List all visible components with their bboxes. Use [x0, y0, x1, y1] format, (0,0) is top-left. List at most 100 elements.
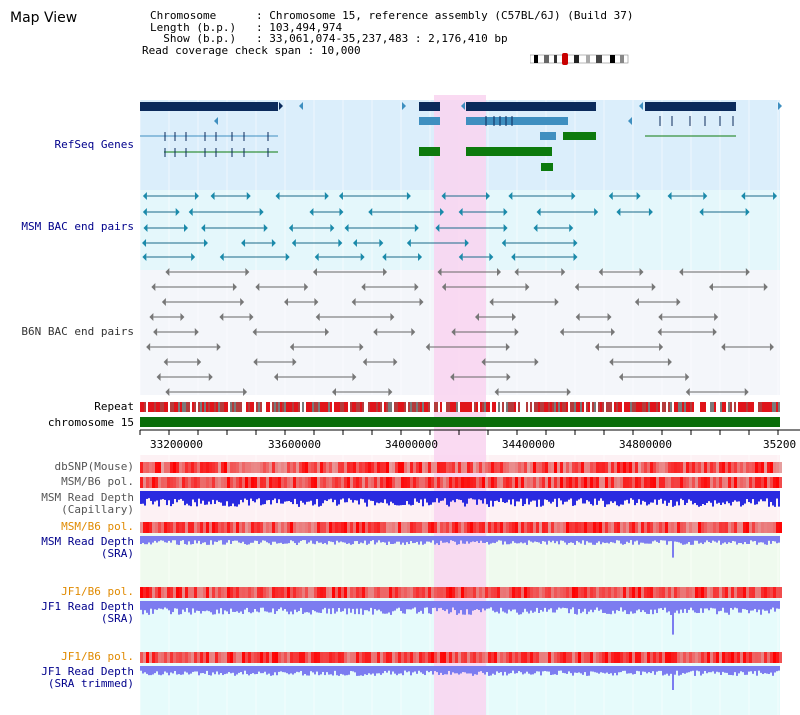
polymorphism-cell: [476, 477, 479, 488]
label-refseq-genes[interactable]: RefSeq Genes: [54, 138, 134, 151]
polymorphism-cell: [758, 652, 761, 663]
repeat-segment: [406, 402, 408, 412]
repeat-segment: [448, 402, 450, 412]
read-depth-bar: [370, 666, 372, 675]
strand-arrow: [219, 313, 224, 321]
label-b6n-bac-end-pairs[interactable]: B6N BAC end pairs: [21, 325, 134, 338]
repeat-segment: [482, 402, 484, 412]
read-depth-bar: [322, 536, 324, 544]
read-depth-bar: [334, 536, 336, 545]
repeat-segment: [416, 402, 418, 412]
polymorphism-cell: [743, 652, 746, 663]
read-depth-bar: [310, 491, 312, 501]
repeat-segment: [700, 402, 702, 412]
label-dbsnp[interactable]: dbSNP(Mouse): [54, 460, 134, 473]
label-msm-read-depth-sra[interactable]: MSM Read Depth (SRA): [41, 536, 134, 560]
read-depth-bar: [374, 666, 376, 676]
polymorphism-cell: [725, 587, 728, 598]
read-depth-bar: [194, 666, 196, 672]
repeat-segment: [306, 402, 308, 412]
read-depth-bar: [520, 491, 522, 499]
polymorphism-cell: [725, 522, 728, 533]
read-depth-bar: [492, 666, 494, 674]
polymorphism-cell: [194, 477, 197, 488]
read-depth-bar: [556, 536, 558, 542]
polymorphism-cell: [653, 477, 656, 488]
read-depth-bar: [592, 491, 594, 506]
read-depth-bar: [360, 536, 362, 543]
polymorphism-cell: [659, 462, 662, 473]
read-depth-bar: [504, 601, 506, 613]
read-depth-bar: [764, 536, 766, 545]
read-depth-bar: [344, 536, 346, 543]
read-depth-bar: [212, 536, 214, 545]
label-msm-b6-pol[interactable]: MSM/B6 pol.: [61, 475, 134, 488]
polymorphism-cell: [584, 587, 587, 598]
polymorphism-cell: [425, 522, 428, 533]
strand-arrow: [569, 224, 574, 232]
read-depth-bar: [192, 491, 194, 500]
read-depth-bar: [398, 666, 400, 674]
read-depth-bar: [522, 491, 524, 507]
polymorphism-cell: [332, 587, 335, 598]
strand-arrow: [659, 343, 664, 351]
polymorphism-cell: [167, 522, 170, 533]
read-depth-bar: [504, 536, 506, 542]
track-canvas[interactable]: [0, 95, 800, 715]
read-depth-bar: [632, 536, 634, 545]
label-jf1-b6-pol[interactable]: JF1/B6 pol.: [61, 585, 134, 598]
polymorphism-cell: [461, 477, 464, 488]
read-depth-bar: [428, 601, 430, 614]
read-depth-bar: [536, 491, 538, 507]
polymorphism-cell: [692, 522, 695, 533]
read-depth-bar: [724, 601, 726, 613]
polymorphism-cell: [677, 587, 680, 598]
read-depth-bar: [184, 666, 186, 672]
polymorphism-cell: [503, 462, 506, 473]
info-label: Read coverage check span: [142, 43, 301, 57]
polymorphism-cell: [560, 587, 563, 598]
repeat-segment: [288, 402, 290, 412]
read-depth-bar: [598, 536, 600, 542]
read-depth-bar: [564, 601, 566, 608]
polymorphism-cell: [608, 652, 611, 663]
read-depth-bar: [302, 536, 304, 541]
read-depth-bar: [170, 601, 172, 615]
repeat-segment: [470, 402, 472, 412]
label-jf1-read-depth-sra-trimmed[interactable]: JF1 Read Depth (SRA trimmed): [41, 666, 134, 690]
label-msm-read-depth-capillary[interactable]: MSM Read Depth (Capillary): [41, 492, 134, 516]
polymorphism-cell: [623, 477, 626, 488]
repeat-segment: [294, 402, 296, 412]
polymorphism-cell: [287, 462, 290, 473]
read-depth-bar: [774, 666, 776, 673]
read-depth-bar: [490, 601, 492, 608]
read-depth-bar: [234, 491, 236, 507]
read-depth-bar: [278, 536, 280, 544]
read-depth-bar: [494, 666, 496, 675]
polymorphism-cell: [383, 477, 386, 488]
read-depth-bar: [606, 491, 608, 505]
polymorphism-cell: [209, 587, 212, 598]
label-jf1-read-depth-sra[interactable]: JF1 Read Depth (SRA): [41, 601, 134, 625]
label-jf1-b6-pol-2[interactable]: JF1/B6 pol.: [61, 650, 134, 663]
polymorphism-cell: [419, 462, 422, 473]
read-depth-bar: [416, 536, 418, 542]
polymorphism-cell: [722, 522, 725, 533]
read-depth-bar: [252, 666, 254, 674]
polymorphism-cell: [179, 522, 182, 533]
repeat-segment: [400, 402, 402, 412]
polymorphism-cell: [317, 477, 320, 488]
read-depth-bar: [734, 491, 736, 501]
repeat-segment: [476, 402, 478, 412]
label-msm-b6-pol-2[interactable]: MSM/B6 pol.: [61, 520, 134, 533]
read-depth-bar: [392, 601, 394, 612]
read-depth-bar: [568, 536, 570, 544]
label-msm-bac-end-pairs[interactable]: MSM BAC end pairs: [21, 220, 134, 233]
page-title: Map View: [10, 10, 78, 26]
read-depth-bar: [148, 536, 150, 543]
chromosome-ideogram[interactable]: [530, 52, 630, 66]
polymorphism-cell: [767, 652, 770, 663]
polymorphism-cell: [380, 652, 383, 663]
repeat-segment: [430, 402, 432, 412]
polymorphism-cell: [392, 477, 395, 488]
